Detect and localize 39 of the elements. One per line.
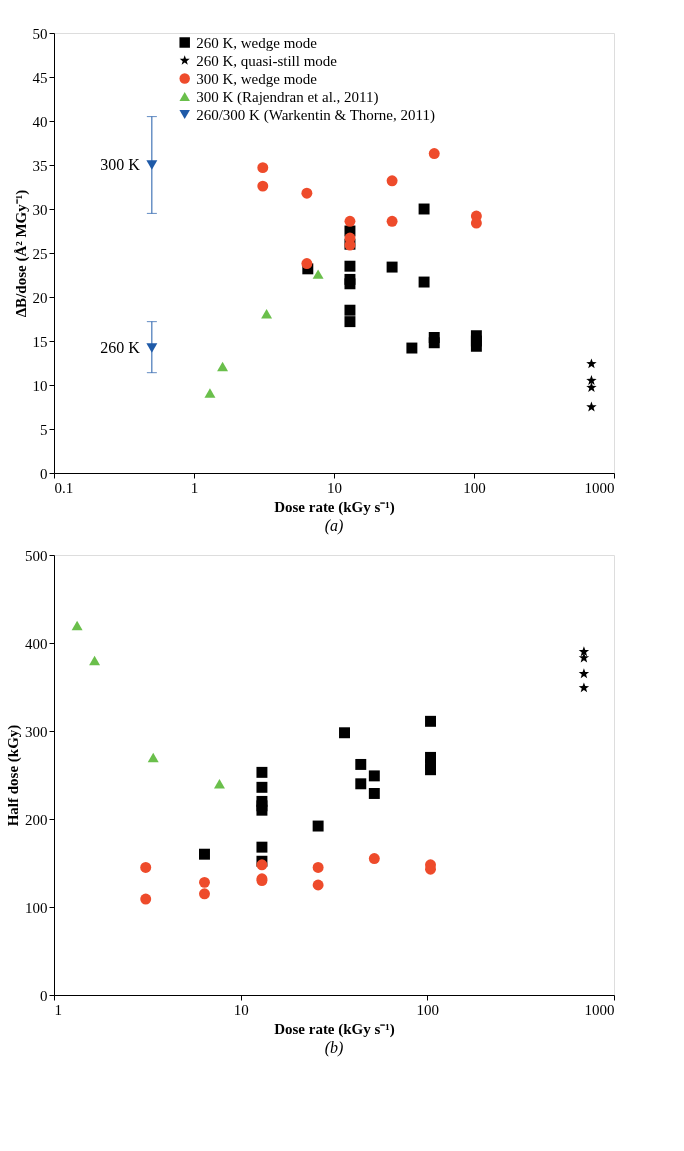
x-tick-label: 1 [190, 479, 199, 496]
x-tick-label: 1000 [584, 1001, 615, 1018]
x-axis-title: Dose rate (kGy s⁻¹) [274, 1020, 395, 1038]
x-tick-label: 0.1 [54, 479, 74, 496]
y-tick-label: 100 [25, 899, 48, 916]
y-tick-label: 0 [40, 465, 48, 482]
y-tick-label: 200 [25, 811, 48, 828]
y-tick-label: 400 [25, 635, 48, 652]
x-tick-label: 1 [54, 1001, 62, 1018]
legend-label: 260/300 K (Warkentin & Thorne, 2011) [196, 106, 435, 124]
y-tick-label: 20 [32, 289, 48, 306]
x-tick-label: 100 [416, 1001, 440, 1018]
text: (a) [324, 517, 344, 535]
x-axis-title: Dose rate (kGy s⁻¹) [274, 498, 395, 516]
y-tick-label: 40 [32, 113, 48, 130]
y-tick-label: 10 [32, 377, 48, 394]
y-axis-title: ΔB/dose (Å² MGy⁻¹) [12, 189, 30, 318]
annotation: 260 K [100, 339, 141, 357]
x-tick-label: 1000 [584, 479, 615, 496]
y-tick-label: 25 [32, 245, 48, 262]
legend-label: 260 K, quasi-still mode [196, 52, 338, 69]
x-tick-label: 10 [233, 1001, 249, 1018]
legend-label: 300 K (Rajendran et al., 2011) [196, 88, 379, 106]
y-tick-label: 50 [32, 25, 48, 42]
y-tick-label: 30 [32, 201, 48, 218]
annotation: 300 K [100, 156, 141, 173]
text: (b) [324, 1039, 344, 1057]
y-tick-label: 300 [25, 723, 48, 740]
y-axis-title: Half dose (kGy) [5, 724, 22, 827]
x-tick-label: 100 [463, 479, 486, 496]
x-tick-label: 10 [327, 479, 342, 496]
legend-label: 300 K, wedge mode [196, 70, 318, 87]
y-tick-label: 500 [25, 547, 48, 564]
y-tick-label: 15 [32, 333, 48, 350]
y-tick-label: 45 [32, 69, 48, 86]
y-tick-label: 35 [32, 157, 48, 174]
y-tick-label: 0 [40, 987, 48, 1004]
y-tick-label: 5 [40, 421, 48, 438]
legend-label: 260 K, wedge mode [196, 34, 318, 51]
